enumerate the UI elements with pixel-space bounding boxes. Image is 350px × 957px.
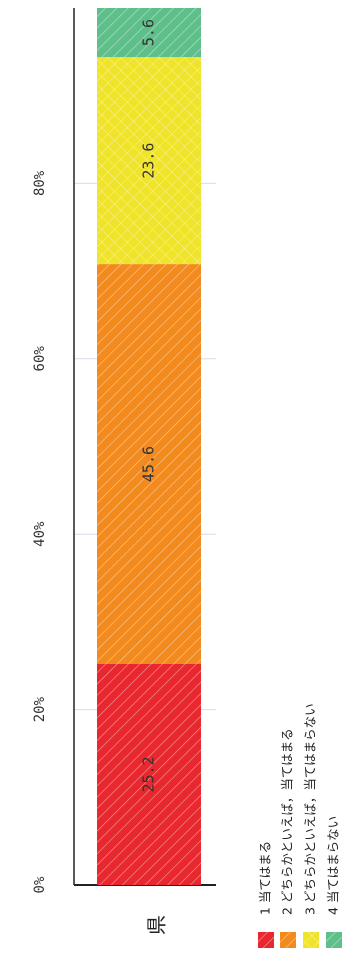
category-label-0: 県 — [145, 915, 169, 935]
bar-segment-pattern-3 — [97, 57, 201, 265]
bar-data-label-2: 45.6 — [140, 446, 158, 482]
legend-label-4: 4 当てはまらない — [326, 816, 341, 915]
tick-label-3: 60% — [32, 346, 48, 372]
legend-label-1: 1 当てはまる — [258, 841, 273, 915]
legend-label-2: 2 どちらかといえば，当てはまる — [280, 728, 295, 915]
tick-label-2: 40% — [32, 521, 48, 547]
tick-label-4: 80% — [32, 170, 48, 196]
legend-swatch-pattern-3 — [303, 932, 319, 948]
legend-swatch-pattern-2 — [280, 932, 296, 948]
bar-segment-pattern-1 — [97, 663, 201, 885]
bar-data-labels: 25.2 45.6 23.6 5.6 — [140, 19, 158, 793]
legend-swatch-pattern-1 — [258, 932, 274, 948]
legend-swatch-pattern-4 — [326, 932, 342, 948]
legend: 1 当てはまる 2 どちらかといえば，当てはまる 3 どちらかといえば，当てはまらな… — [258, 703, 342, 948]
bar-segments — [97, 8, 201, 885]
bar-segment-pattern-2 — [97, 264, 201, 664]
legend-label-3: 3 どちらかといえば，当てはまらない — [303, 703, 318, 915]
bar-data-label-1: 25.2 — [140, 756, 158, 792]
bar-data-label-4: 5.6 — [140, 19, 158, 46]
tick-label-1: 20% — [32, 696, 48, 722]
bar-data-label-3: 23.6 — [140, 143, 158, 179]
bar-segment-pattern-4 — [97, 8, 201, 58]
tick-label-0: 0% — [32, 876, 48, 893]
value-axis-ticks: 0% 20% 40% 60% 80% — [32, 170, 48, 893]
plot-area: 0% 20% 40% 60% 80% 25.2 45.6 23.6 5.6 県 — [32, 8, 216, 935]
